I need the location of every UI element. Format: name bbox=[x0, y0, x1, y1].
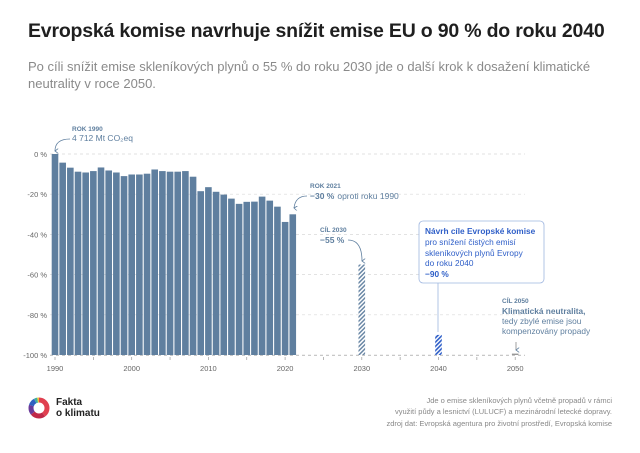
bar-1998 bbox=[113, 172, 120, 355]
bar-1995 bbox=[90, 171, 97, 355]
source-note: zdroj dat: Evropská agentura pro životní… bbox=[386, 419, 612, 428]
bar-2007 bbox=[182, 171, 189, 355]
page-title: Evropská komise navrhuje snížit emise EU… bbox=[28, 20, 605, 42]
annotation-2030-value: −55 % bbox=[320, 235, 345, 245]
bar-2003 bbox=[151, 169, 159, 355]
y-tick-label: -40 % bbox=[27, 230, 47, 239]
x-tick-label: 2010 bbox=[200, 364, 217, 373]
bar-2002 bbox=[143, 173, 151, 355]
annotation-2040-box bbox=[418, 220, 545, 284]
annotation-2040-value: −90 % bbox=[425, 269, 449, 279]
y-tick-label: -100 % bbox=[23, 351, 47, 360]
annotation-1990-label: ROK 1990 bbox=[72, 126, 103, 133]
fakta-o-klimatu-logo: Fakta o klimatu bbox=[28, 397, 100, 419]
bar-2016 bbox=[251, 201, 258, 355]
logo-line-2: o klimatu bbox=[56, 408, 100, 419]
annotation-2050-line1: tedy zbylé emise jsou bbox=[502, 316, 582, 326]
target-bar-2040 bbox=[435, 334, 442, 355]
page-subtitle: Po cíli snížit emise skleníkových plynů … bbox=[28, 59, 591, 91]
bar-1990 bbox=[51, 154, 59, 355]
annotation-2021-value: −30 % bbox=[310, 191, 335, 201]
y-tick-label: 0 % bbox=[34, 150, 47, 159]
bar-2011 bbox=[212, 191, 220, 355]
bar-1994 bbox=[82, 172, 89, 355]
bar-2004 bbox=[159, 171, 166, 355]
bar-1999 bbox=[120, 176, 128, 355]
bar-2010 bbox=[205, 187, 212, 355]
x-tick-label: 1990 bbox=[47, 364, 64, 373]
logo-line-1: Fakta bbox=[56, 397, 83, 408]
annotation-2040-title: Návrh cíle Evropské komise bbox=[425, 226, 536, 236]
annotation-2030-arrow bbox=[347, 239, 362, 261]
bar-2006 bbox=[174, 171, 182, 355]
annotation-2050-line2: kompenzovány propady bbox=[502, 326, 591, 336]
annotation-1990-text: 4 712 Mt CO₂eq bbox=[72, 133, 133, 143]
bar-2019 bbox=[274, 206, 281, 355]
bar-2008 bbox=[189, 176, 197, 355]
annotation-2040-line3: do roku 2040 bbox=[425, 258, 474, 268]
logo-donut-icon bbox=[28, 397, 50, 419]
bar-2014 bbox=[235, 203, 243, 355]
x-tick-label: 2000 bbox=[123, 364, 140, 373]
x-tick-label: 2040 bbox=[430, 364, 447, 373]
bar-2009 bbox=[197, 191, 205, 355]
footnote-line-1: Jde o emise skleníkových plynů včetně pr… bbox=[426, 396, 612, 405]
bar-1996 bbox=[97, 167, 105, 355]
annotation-2021-label: ROK 2021 bbox=[310, 183, 341, 190]
x-tick-label: 2050 bbox=[507, 364, 524, 373]
bar-1991 bbox=[59, 162, 66, 355]
annotation-2040-line1: pro snížení čistých emisí bbox=[425, 237, 517, 247]
annotation-2030-label: CÍL 2030 bbox=[320, 225, 347, 234]
y-tick-label: -60 % bbox=[27, 271, 47, 280]
x-tick-label: 2020 bbox=[277, 364, 294, 373]
bar-1992 bbox=[67, 167, 74, 355]
target-bar-2030 bbox=[358, 264, 366, 355]
bar-2000 bbox=[128, 174, 135, 355]
annotation-2040-line2: skleníkových plynů Evropy bbox=[425, 248, 524, 258]
bar-2018 bbox=[266, 200, 274, 355]
bar-2001 bbox=[136, 174, 143, 355]
bar-2021 bbox=[289, 214, 297, 355]
footnote-line-2: využití půdy a lesnictví (LULUCF) a mezi… bbox=[394, 407, 612, 416]
annotation-2021-text: oproti roku 1990 bbox=[337, 191, 399, 201]
annotation-1990-arrow bbox=[55, 138, 71, 151]
bar-2012 bbox=[220, 194, 228, 355]
annotation-2021-arrow bbox=[294, 195, 308, 208]
annotation-2050-label: CÍL 2050 bbox=[502, 296, 529, 305]
x-tick-label: 2030 bbox=[353, 364, 370, 373]
bar-1993 bbox=[74, 171, 82, 355]
bar-2013 bbox=[228, 198, 235, 355]
target-bar-2050 bbox=[511, 353, 519, 355]
bar-2017 bbox=[258, 196, 266, 355]
y-tick-label: -20 % bbox=[27, 190, 47, 199]
bar-2020 bbox=[281, 221, 289, 355]
bar-2015 bbox=[243, 201, 251, 355]
annotation-2050-title: Klimatická neutralita, bbox=[502, 306, 585, 316]
bar-2005 bbox=[166, 171, 174, 355]
bar-1997 bbox=[105, 170, 112, 355]
svg-text:−30 %oproti roku 1990: −30 % oproti roku 1990 bbox=[310, 191, 399, 201]
y-tick-label: -80 % bbox=[27, 311, 47, 320]
